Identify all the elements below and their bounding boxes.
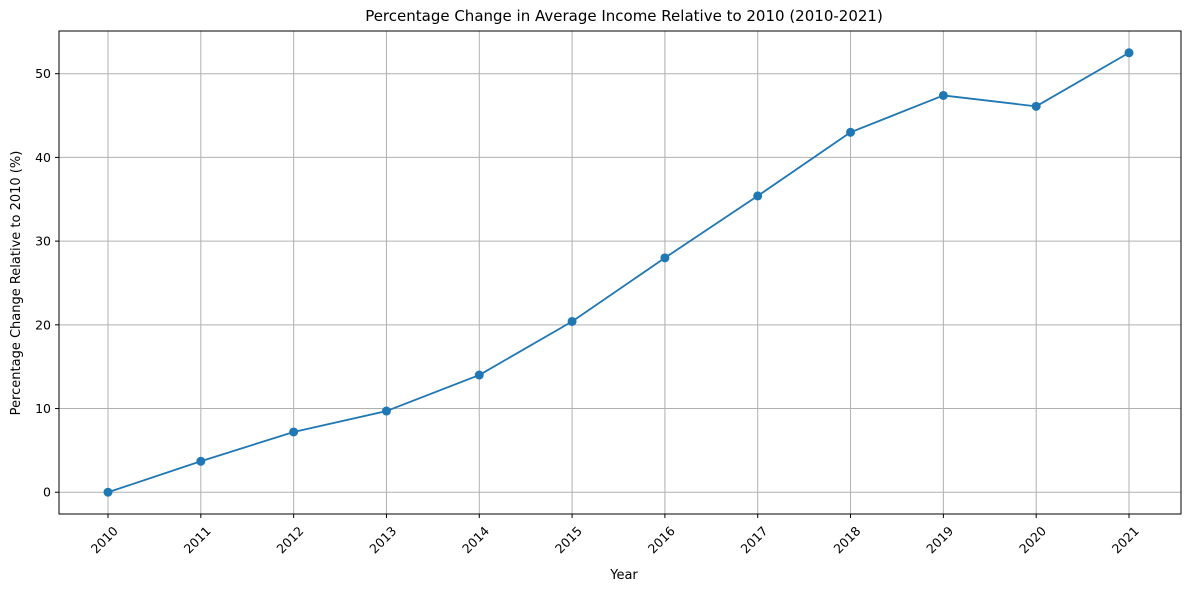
x-tick-label: 2020 <box>1016 523 1049 556</box>
data-point-marker <box>289 427 299 437</box>
y-tick-label: 40 <box>35 150 51 165</box>
data-point-marker <box>381 406 391 416</box>
data-point-marker <box>753 191 763 201</box>
data-point-marker <box>1124 48 1134 58</box>
data-point-marker <box>474 370 484 380</box>
x-tick-label: 2013 <box>366 523 399 556</box>
data-point-marker <box>103 487 113 497</box>
x-tick-label: 2019 <box>923 523 956 556</box>
series-line <box>107 51 1130 494</box>
y-tick-label: 20 <box>35 317 51 332</box>
data-point-marker <box>846 127 856 137</box>
plot-frame <box>58 30 1182 515</box>
x-axis-label: Year <box>609 568 638 583</box>
x-tick-label: 2017 <box>738 523 771 556</box>
x-tick-label: 2018 <box>830 523 863 556</box>
data-point-marker <box>938 90 948 100</box>
y-tick-label: 30 <box>35 234 51 249</box>
y-tick-label: 50 <box>35 66 51 81</box>
axes-layer <box>58 30 1182 515</box>
data-point-marker <box>196 456 206 466</box>
x-tick-label: 2021 <box>1109 523 1142 556</box>
series-layer <box>103 48 1134 497</box>
x-tick-label: 2010 <box>88 523 121 556</box>
x-tick-label: 2011 <box>181 523 214 556</box>
y-tick-label: 10 <box>35 401 51 416</box>
chart-title: Percentage Change in Average Income Rela… <box>365 7 883 25</box>
x-tick-label: 2014 <box>459 523 492 556</box>
y-axis-label: Percentage Change Relative to 2010 (%) <box>9 151 24 416</box>
x-tick-label: 2016 <box>645 523 678 556</box>
y-tick-label: 0 <box>43 485 51 500</box>
x-tick-label: 2012 <box>273 523 306 556</box>
data-point-marker <box>1031 101 1041 111</box>
data-point-marker <box>567 316 577 326</box>
data-point-marker <box>660 253 670 263</box>
x-tick-label: 2015 <box>552 523 585 556</box>
grid-layer <box>59 31 1181 514</box>
